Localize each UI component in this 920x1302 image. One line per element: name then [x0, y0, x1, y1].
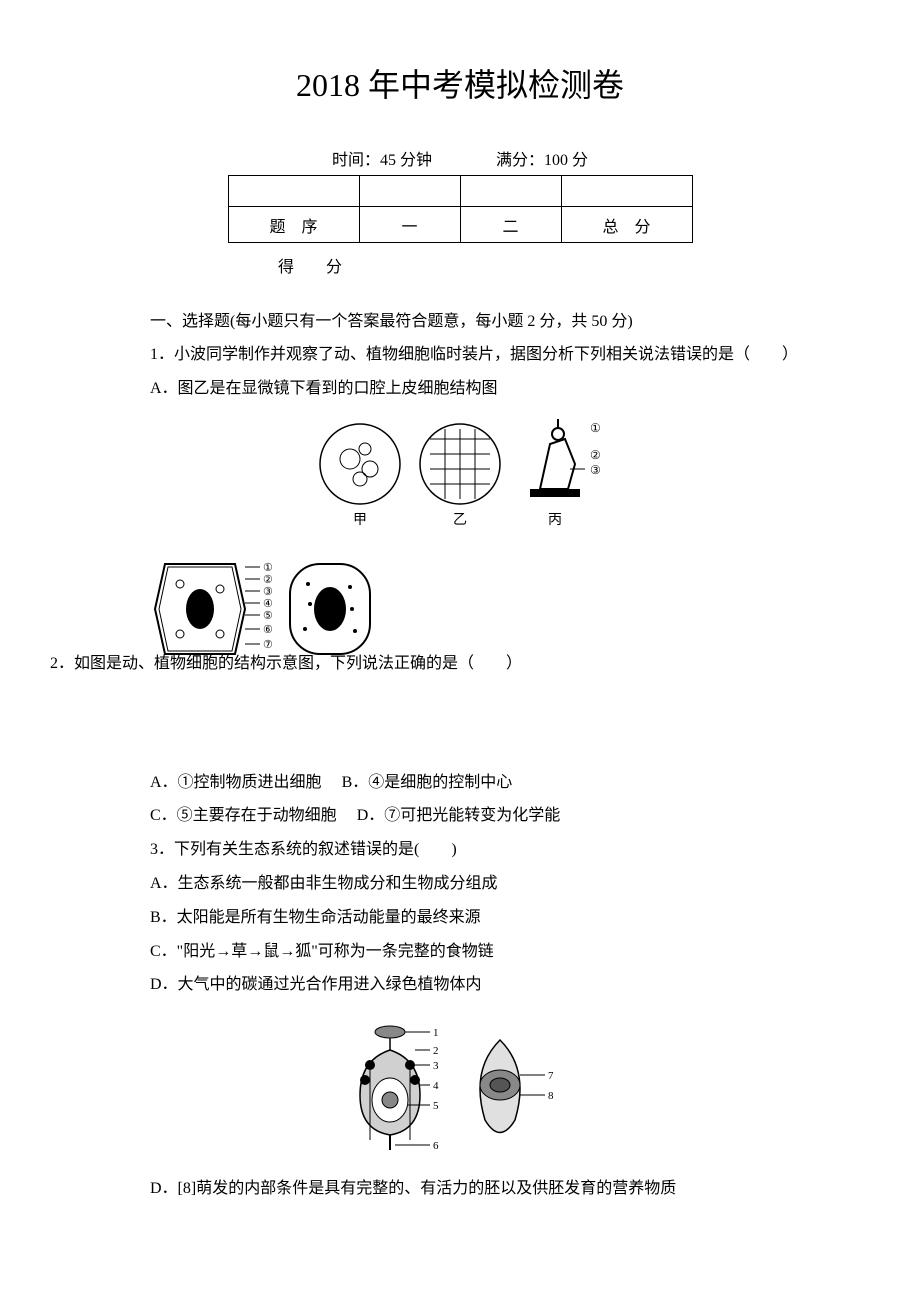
- svg-text:8: 8: [548, 1090, 554, 1102]
- fig-label-1: ①: [590, 421, 601, 435]
- q2-option-c: C．⑤主要存在于动物细胞 D．⑦可把光能转变为化学能: [150, 802, 870, 831]
- score-row-label: 得 分: [278, 253, 870, 277]
- q3-option-d: D．大气中的碳通过光合作用进入绿色植物体内: [150, 971, 870, 1000]
- q2-figure: ① ② ③ ④ ⑤ ⑥ ⑦ 2．如图是动、植物细胞的结构示意图，下列说法正确的是…: [150, 549, 870, 674]
- q3-option-c: C．"阳光→草→鼠→狐"可称为一条完整的食物链: [150, 938, 870, 967]
- section-heading: 一、选择题(每小题只有一个答案最符合题意，每小题 2 分，共 50 分): [150, 307, 870, 331]
- score-table: 题 序 一 二 总 分: [228, 175, 693, 243]
- q4-figure: 1 2 3 4 5 6 7 8: [50, 1010, 870, 1165]
- q1-stem: 1．小波同学制作并观察了动、植物细胞临时装片，据图分析下列相关说法错误的是（ ）: [150, 346, 798, 363]
- svg-text:3: 3: [433, 1060, 439, 1072]
- q3-option-b: B．太阳能是所有生物生命活动能量的最终来源: [150, 904, 870, 933]
- microscope-icon: [530, 419, 585, 497]
- fig2-label-1: ①: [263, 562, 273, 574]
- time-label: 时间：45 分钟: [332, 152, 432, 169]
- fig-label-2: ②: [590, 448, 601, 462]
- q2-c-text: C．⑤主要存在于动物细胞: [150, 807, 337, 824]
- fig2-label-5: ⑤: [263, 610, 273, 622]
- table-header: 题 序: [228, 207, 359, 243]
- svg-text:5: 5: [433, 1100, 439, 1112]
- fig-label-bing: 丙: [548, 513, 562, 528]
- question-3: 3．下列有关生态系统的叙述错误的是( ): [150, 836, 870, 865]
- q1-figure: 甲 乙 ① ② ③ 丙: [50, 414, 870, 539]
- table-header: 二: [460, 207, 561, 243]
- fig-label-jia: 甲: [353, 513, 367, 528]
- q1-option-a: A．图乙是在显微镜下看到的口腔上皮细胞结构图: [150, 375, 870, 404]
- table-cell: [460, 176, 561, 207]
- svg-text:4: 4: [433, 1080, 439, 1092]
- q3-option-a: A．生态系统一般都由非生物成分和生物成分组成: [150, 870, 870, 899]
- full-score-label: 满分：100 分: [496, 152, 588, 169]
- exam-info: 时间：45 分钟 满分：100 分: [50, 146, 870, 170]
- table-header: 一: [359, 207, 460, 243]
- fig-label-3: ③: [590, 463, 601, 477]
- q2-stem-partial: 2．如图是动、植物细胞的结构示意图，下列说法正确的是（ ）: [50, 649, 660, 673]
- svg-text:6: 6: [433, 1140, 439, 1152]
- q2-d-text: D．⑦可把光能转变为化学能: [357, 807, 561, 824]
- q4-option-d: D．[8]萌发的内部条件是具有完整的、有活力的胚以及供胚发育的营养物质: [150, 1175, 870, 1204]
- q2-option-a: A．①控制物质进出细胞 B．④是细胞的控制中心: [150, 769, 870, 798]
- fig2-label-3: ③: [263, 586, 273, 598]
- q2-a-text: A．①控制物质进出细胞: [150, 774, 322, 791]
- svg-text:7: 7: [548, 1070, 554, 1082]
- fig2-label-2: ②: [263, 574, 273, 586]
- table-header: 总 分: [561, 207, 692, 243]
- fig2-label-4: ④: [263, 598, 273, 610]
- table-cell: [228, 176, 359, 207]
- question-1: 1．小波同学制作并观察了动、植物细胞临时装片，据图分析下列相关说法错误的是（ ）: [150, 341, 870, 370]
- q2-b-text: B．④是细胞的控制中心: [342, 774, 513, 791]
- table-cell: [359, 176, 460, 207]
- fig-label-yi: 乙: [453, 512, 467, 528]
- svg-text:2: 2: [433, 1045, 439, 1057]
- svg-text:1: 1: [433, 1027, 439, 1039]
- page-title: 2018 年中考模拟检测卷: [50, 60, 870, 106]
- table-cell: [561, 176, 692, 207]
- fig2-label-6: ⑥: [263, 624, 273, 636]
